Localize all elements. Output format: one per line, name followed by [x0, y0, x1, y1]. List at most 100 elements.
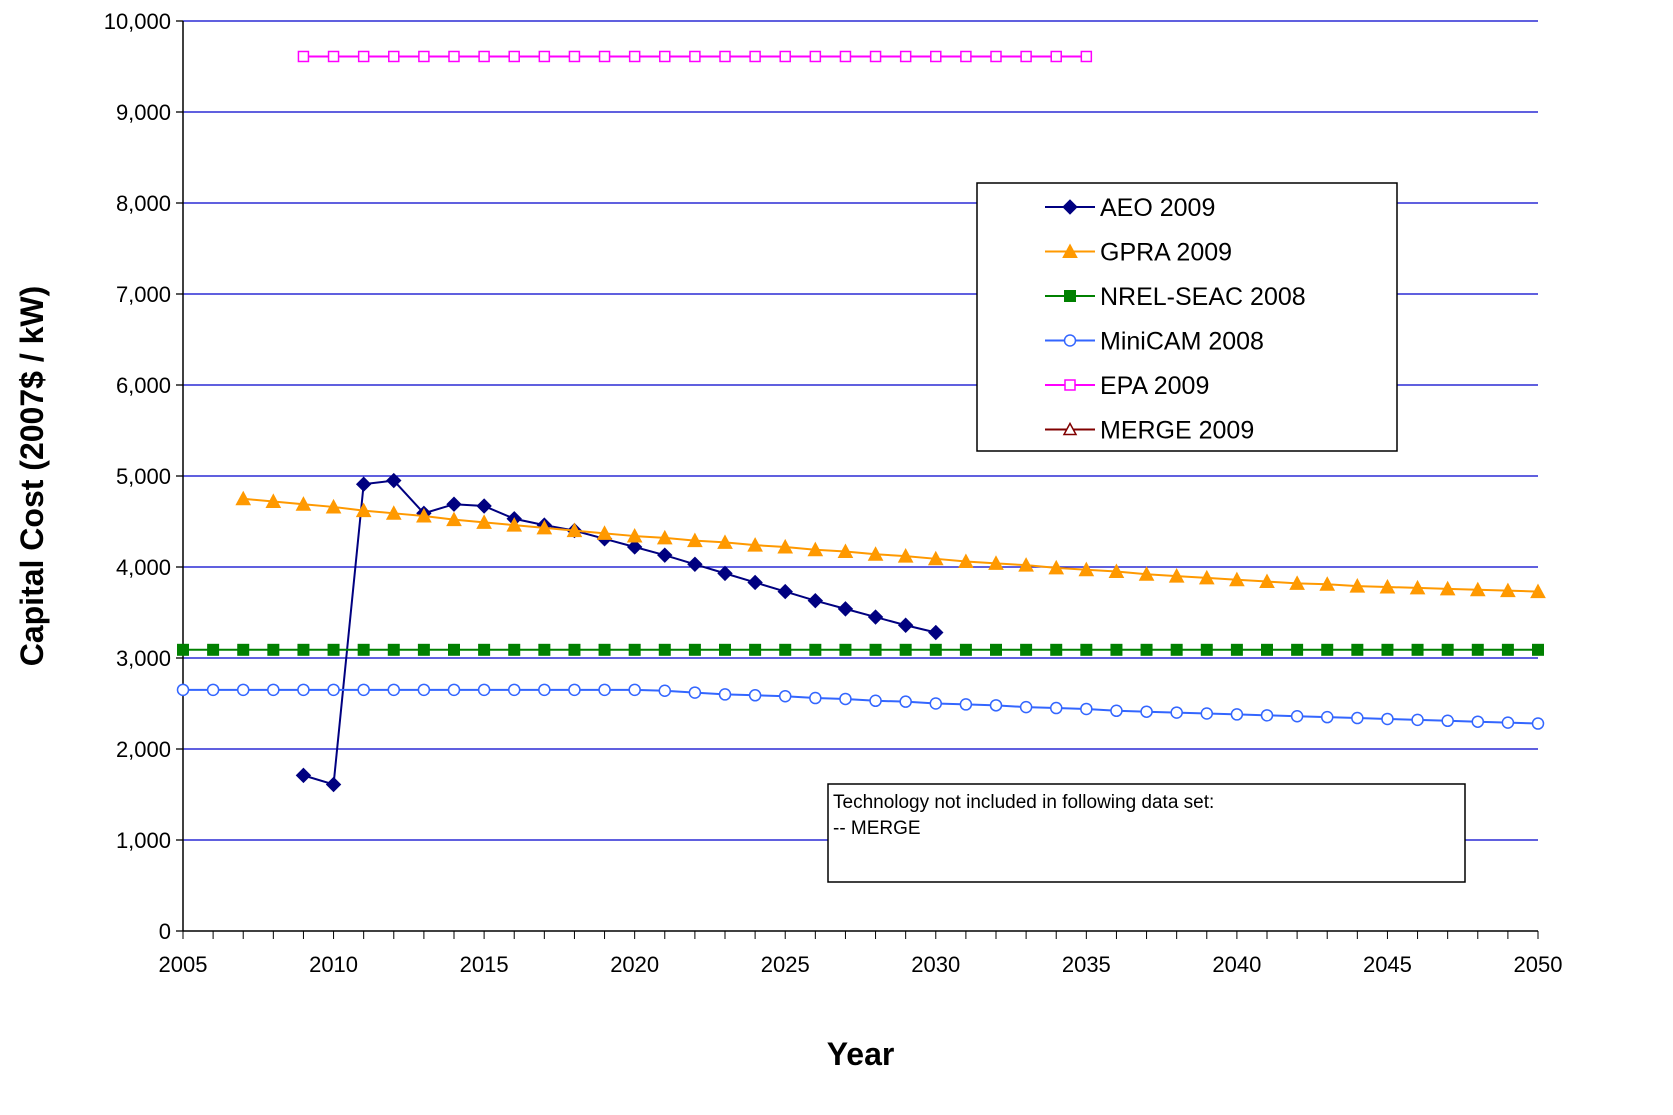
data-point — [869, 643, 882, 656]
data-point — [418, 50, 430, 63]
data-point — [929, 697, 943, 710]
data-point — [809, 50, 822, 63]
data-point — [959, 643, 972, 656]
data-point — [1020, 50, 1032, 63]
data-point — [1351, 711, 1364, 725]
data-point — [1411, 713, 1424, 727]
data-point — [448, 50, 460, 63]
data-point — [387, 643, 400, 656]
data-point — [990, 643, 1002, 656]
data-point — [447, 683, 461, 697]
x-tick-label: 2040 — [1212, 952, 1261, 977]
data-point — [236, 683, 250, 697]
annotation-line-2: -- MERGE — [833, 818, 921, 839]
legend-swatch-marker — [1062, 199, 1078, 215]
x-tick-label: 2050 — [1514, 952, 1563, 977]
data-point — [388, 50, 400, 63]
data-point — [626, 539, 643, 555]
legend-item: GPRA 2009 — [1045, 239, 1232, 267]
data-point — [1471, 643, 1484, 656]
data-point — [658, 684, 672, 698]
series-layer — [176, 50, 1546, 793]
data-point — [1349, 578, 1366, 593]
data-point — [1200, 643, 1213, 656]
y-tick-label: 6,000 — [116, 373, 171, 398]
data-point — [386, 472, 402, 489]
legend-swatch-marker — [1064, 290, 1076, 302]
data-point — [657, 547, 673, 563]
data-point — [778, 689, 792, 703]
data-point — [1050, 50, 1062, 63]
data-point — [477, 683, 491, 697]
data-point — [446, 511, 462, 527]
data-point — [207, 643, 220, 656]
data-point — [357, 50, 370, 63]
data-point — [1170, 643, 1183, 656]
series-nrel-seac-2008 — [177, 643, 1544, 656]
data-point — [809, 643, 822, 656]
x-axis-ticks: 2005 2010 2015 2020 2025 2030 2035 2040 2045 2050 — [159, 931, 1563, 977]
data-point — [355, 502, 372, 518]
data-point — [748, 689, 762, 702]
data-point — [807, 541, 824, 557]
data-point — [869, 694, 882, 708]
data-point — [1048, 559, 1065, 575]
data-point — [1078, 561, 1095, 577]
legend-swatch-marker — [1062, 243, 1078, 258]
data-point — [206, 683, 220, 697]
data-point — [478, 643, 491, 656]
data-point — [839, 50, 852, 63]
legend-label: EPA 2009 — [1100, 372, 1209, 400]
annotation-box: Technology not included in following dat… — [827, 783, 1466, 883]
x-tick-label: 2030 — [911, 952, 960, 977]
data-point — [507, 683, 521, 697]
data-point — [1080, 643, 1093, 656]
data-point — [598, 50, 611, 63]
series-gpra-2009 — [235, 490, 1546, 599]
data-point — [837, 601, 854, 617]
data-point — [1501, 643, 1514, 656]
data-point — [1291, 643, 1304, 656]
data-point — [867, 546, 884, 561]
data-point — [659, 50, 671, 63]
x-tick-label: 2025 — [761, 952, 810, 977]
data-point — [1351, 643, 1364, 656]
data-point — [628, 50, 641, 63]
data-point — [1319, 576, 1336, 591]
data-point — [448, 643, 460, 656]
legend-item: AEO 2009 — [1045, 194, 1215, 222]
data-point — [719, 50, 731, 63]
data-point — [176, 683, 190, 697]
x-axis-title: Year — [827, 1036, 895, 1072]
data-point — [598, 683, 611, 697]
y-tick-label: 3,000 — [116, 646, 171, 671]
data-point — [928, 624, 944, 641]
legend-swatch-marker — [1064, 379, 1076, 391]
data-point — [1230, 708, 1244, 721]
legend-item: MERGE 2009 — [1045, 417, 1254, 445]
data-point — [508, 643, 521, 656]
series-line — [303, 479, 937, 786]
series-line — [243, 497, 1539, 593]
y-tick-label: 9,000 — [116, 100, 171, 125]
data-point — [1321, 643, 1334, 656]
data-point — [327, 683, 340, 697]
y-tick-label: 2,000 — [116, 737, 171, 762]
data-point — [897, 617, 914, 633]
data-point — [1168, 568, 1185, 583]
data-point — [777, 538, 794, 554]
data-point — [1261, 643, 1273, 656]
data-point — [478, 50, 490, 63]
data-point — [1198, 569, 1215, 585]
data-point — [960, 50, 972, 63]
data-point — [930, 50, 942, 63]
y-tick-label: 8,000 — [116, 191, 171, 216]
data-point — [867, 609, 884, 625]
data-point — [1080, 702, 1093, 716]
data-point — [1469, 581, 1486, 597]
data-point — [327, 643, 340, 656]
data-point — [265, 493, 282, 508]
data-point — [237, 643, 250, 656]
annotation-line-1: Technology not included in following dat… — [833, 792, 1214, 813]
data-point — [749, 50, 761, 63]
